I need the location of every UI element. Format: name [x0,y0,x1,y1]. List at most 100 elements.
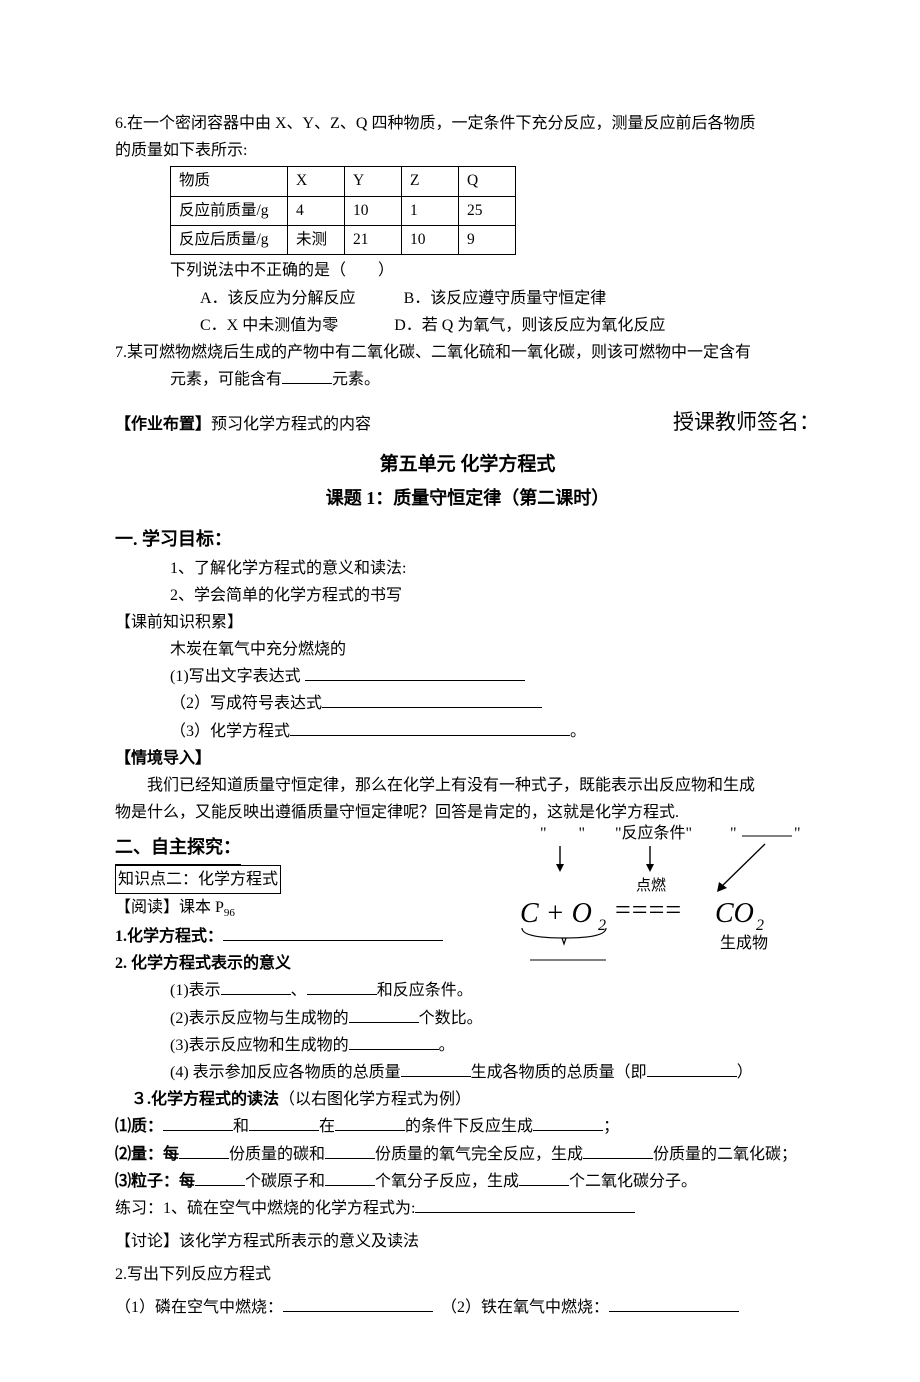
table-cell: 10 [345,196,402,225]
blank-fill[interactable] [322,691,542,708]
blank-fill[interactable] [349,1006,419,1023]
text: 个碳原子和 [245,1173,325,1190]
blank-fill[interactable] [179,1142,229,1159]
hw-label: 【作业布置】 [115,416,211,433]
discuss-label: 【讨论】该化学方程式所表示的意义及读法 [115,1228,820,1255]
q6-stem: 下列说法中不正确的是（ ） [115,257,820,284]
q6-optA: A．该反应为分解反应 [200,290,356,307]
text: ） [737,1064,753,1081]
blank-fill[interactable] [647,1060,737,1077]
text: (1)表示 [170,982,221,999]
exercise-2-items: （1）磷在空气中燃烧： （2）铁在氧气中燃烧： [115,1294,820,1321]
blank-fill[interactable] [283,1295,433,1312]
preknow-l4: （3）化学方程式。 [115,718,820,745]
text: 生成各物质的总质量（即 [471,1064,647,1081]
text: 个二氧化碳分子。 [569,1173,697,1190]
preknow-l3: （2）写成符号表达式 [115,690,820,717]
read-sub: 96 [224,907,235,919]
blank-fill[interactable] [583,1142,653,1159]
d2-4: (4) 表示参加反应各物质的总质量 生成各物质的总质量（即 ） [115,1059,820,1086]
d2-3: (3)表示反应物和生成物的。 [115,1032,570,1059]
d2-2: (2)表示反应物与生成物的个数比。 [115,1005,570,1032]
q6-optC: C．X 中未测值为零 [200,317,338,334]
blank-fill[interactable] [415,1196,635,1213]
blank-fill[interactable] [305,664,525,681]
text: 份质量的碳和 [229,1146,325,1163]
unit-title: 第五单元 化学方程式 [115,449,820,481]
table-cell: 未测 [288,226,345,255]
text: 练习：1、硫在空气中燃烧的化学方程式为: [115,1200,415,1217]
blank-fill[interactable] [163,1114,233,1131]
table-cell: 4 [288,196,345,225]
svg-text:": " [794,825,801,842]
context-label: 【情境导入】 [115,745,820,772]
diag-blank-label: " [730,825,737,842]
q7-line1: 7.某可燃物燃烧后生成的产物中有二氧化碳、二氧化硫和一氧化碳，则该可燃物中一定含… [115,339,820,366]
blank-fill[interactable] [401,1060,471,1077]
d3-bold: ３.化学方程式的读法 [131,1091,279,1108]
blank-fill[interactable] [195,1169,245,1186]
table-cell: 物质 [171,167,288,196]
text: (4) 表示参加反应各物质的总质量 [170,1064,401,1081]
goals-heading: 一. 学习目标： [115,524,820,555]
blank-fill[interactable] [307,978,377,995]
read-method-1: ⑴质：和在的条件下反应生成； [115,1113,820,1140]
blank-fill[interactable] [282,367,332,384]
table-cell: Y [345,167,402,196]
text: ； [603,1118,619,1135]
lesson-title: 课题 1：质量守恒定律（第二课时） [115,483,820,514]
eq-sub2: 2 [756,917,764,934]
blank-fill[interactable] [325,1142,375,1159]
d2-1: (1)表示、和反应条件。 [115,977,570,1004]
blank-fill[interactable] [609,1295,739,1312]
blank-fill[interactable] [249,1114,319,1131]
blank-fill[interactable] [290,719,570,736]
q6-options-row2: C．X 中未测值为零 D．若 Q 为氧气，则该反应为氧化反应 [115,312,820,339]
knowledge-point-box: 知识点二：化学方程式 [115,865,281,894]
d3-paren: （以右图化学方程式为例） [279,1091,471,1108]
exercise-1: 练习：1、硫在空气中燃烧的化学方程式为: [115,1195,820,1222]
explore-heading: 二、自主探究： [115,832,241,865]
preknow-l1: 木炭在氧气中充分燃烧的 [115,636,820,663]
read-method-2: ⑵量：每份质量的碳和份质量的氧气完全反应，生成份质量的二氧化碳； [115,1141,820,1168]
text: 和 [233,1118,249,1135]
diag-cond-label: "反应条件" [615,823,692,842]
hw-text: 预习化学方程式的内容 [211,416,371,433]
q7-text-b: 元素。 [332,371,380,388]
read-method-3: ⑶粒子：每个碳原子和个氧分子反应，生成个二氧化碳分子。 [115,1168,820,1195]
text: (2)表示反应物与生成物的 [170,1010,349,1027]
blank-fill[interactable] [335,1114,405,1131]
q6-table: 物质 X Y Z Q 反应前质量/g 4 10 1 25 反应后质量/g 未测 … [170,166,516,255]
q7-text-a: 元素，可能含有 [170,371,282,388]
blank-fill[interactable] [223,924,443,941]
brace-left [522,928,606,938]
q6-intro-line2: 的质量如下表所示: [115,137,820,164]
table-cell: 9 [459,226,516,255]
blank-fill[interactable] [533,1114,603,1131]
table-cell: 反应前质量/g [171,196,288,225]
teacher-sign: 授课教师签名： [673,405,820,441]
table-cell: 反应后质量/g [171,226,288,255]
homework-row: 【作业布置】预习化学方程式的内容 授课教师签名： [115,405,820,441]
text: ⑴质： [115,1118,163,1135]
text: (3)表示反应物和生成物的 [170,1037,349,1054]
exercise-2-heading: 2.写出下列反应方程式 [115,1261,820,1288]
table-cell: 1 [402,196,459,225]
text: (1)写出文字表达式 [170,668,301,685]
text: 份质量的氧气完全反应，生成 [375,1146,583,1163]
text: 的条件下反应生成 [405,1118,533,1135]
q6-options-row1: A．该反应为分解反应 B．该反应遵守质量守恒定律 [115,285,820,312]
diag-quote-a: " " [540,825,585,842]
blank-fill[interactable] [349,1033,439,1050]
blank-fill[interactable] [519,1169,569,1186]
d1-label: 1.化学方程式： [115,928,223,945]
text: 和反应条件。 [377,982,473,999]
blank-fill[interactable] [221,978,291,995]
text: （3）化学方程式 [170,723,290,740]
blank-fill[interactable] [325,1169,375,1186]
table-cell: 25 [459,196,516,225]
text: ⑵量：每 [115,1146,179,1163]
context-p1: 我们已经知道质量守恒定律，那么在化学上有没有一种式子，既能表示出反应物和生成 [115,772,820,799]
preknow-label: 【课前知识积累】 [115,609,820,636]
eq-right: CO [715,898,754,929]
